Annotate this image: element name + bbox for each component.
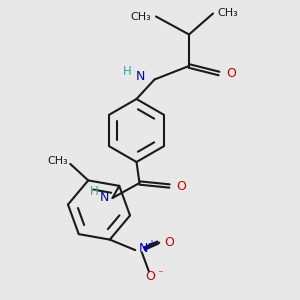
Text: O: O <box>226 67 236 80</box>
Text: H: H <box>123 64 132 78</box>
Text: CH₃: CH₃ <box>47 157 68 166</box>
Text: N: N <box>139 242 148 255</box>
Text: N: N <box>100 190 110 204</box>
Text: +: + <box>147 238 155 248</box>
Text: ⁻: ⁻ <box>157 269 163 279</box>
Text: O: O <box>165 236 175 249</box>
Text: N: N <box>136 70 145 83</box>
Text: H: H <box>90 185 99 198</box>
Text: O: O <box>145 270 155 283</box>
Text: CH₃: CH₃ <box>131 11 152 22</box>
Text: CH₃: CH₃ <box>218 8 238 19</box>
Text: O: O <box>176 179 186 193</box>
